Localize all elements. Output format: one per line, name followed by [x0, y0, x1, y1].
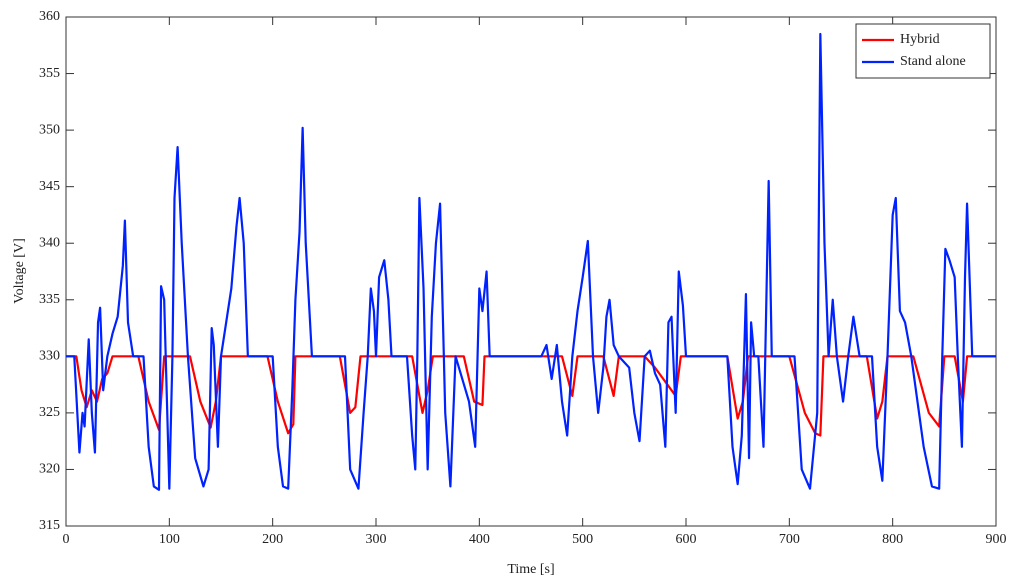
- series-line: [66, 355, 996, 437]
- x-tick-label: 300: [366, 532, 387, 547]
- x-tick-label: 100: [159, 532, 180, 547]
- y-tick-label: 320: [39, 462, 60, 477]
- x-tick-label: 400: [469, 532, 490, 547]
- legend-label: Stand alone: [900, 54, 966, 69]
- x-tick-label: 0: [63, 532, 70, 547]
- y-tick-label: 325: [39, 405, 60, 420]
- y-tick-label: 335: [39, 292, 60, 307]
- y-tick-label: 345: [39, 179, 60, 194]
- x-tick-label: 500: [572, 532, 593, 547]
- y-tick-label: 315: [39, 518, 60, 533]
- plot-area: [65, 16, 997, 527]
- x-tick-label: 700: [779, 532, 800, 547]
- legend-label: Hybrid: [900, 32, 940, 47]
- x-tick-label: 600: [676, 532, 697, 547]
- x-tick-label: 900: [986, 532, 1007, 547]
- legend: [855, 23, 991, 79]
- y-tick-label: 340: [39, 235, 60, 250]
- y-axis-label: Voltage [V]: [12, 238, 27, 303]
- y-tick-label: 330: [39, 349, 60, 364]
- x-axis-label: Time [s]: [507, 562, 554, 577]
- series-line: [66, 32, 996, 491]
- x-tick-label: 200: [262, 532, 283, 547]
- y-tick-label: 360: [39, 9, 60, 24]
- y-tick-label: 355: [39, 66, 60, 81]
- x-tick-label: 800: [882, 532, 903, 547]
- y-tick-label: 350: [39, 122, 60, 137]
